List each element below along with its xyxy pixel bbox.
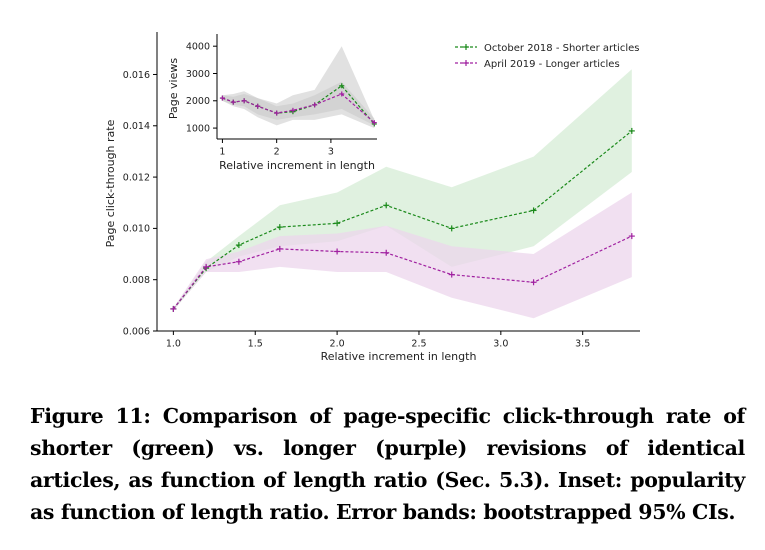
y-tick-label: 0.016 xyxy=(123,70,150,81)
y-tick-label: 0.006 xyxy=(123,326,150,337)
data-point xyxy=(235,242,242,249)
inset-x-tick-label: 1 xyxy=(219,147,225,158)
data-point xyxy=(383,202,390,209)
x-tick-label: 3.0 xyxy=(493,339,508,350)
y-tick-label: 0.008 xyxy=(123,275,150,286)
inset-data-point xyxy=(230,99,236,105)
ci-band-0 xyxy=(173,69,632,311)
inset-y-tick-label: 2000 xyxy=(186,96,210,107)
inset-y-tick-label: 1000 xyxy=(186,123,210,134)
x-tick-label: 1.5 xyxy=(248,339,263,350)
inset-x-tick-label: 3 xyxy=(328,147,334,158)
data-point xyxy=(170,305,177,312)
x-axis-label: Relative increment in length xyxy=(321,350,477,363)
inset-ci-band-1 xyxy=(222,81,375,126)
data-point xyxy=(276,224,283,231)
chart-area: 1.0 1.5 2.0 2.5 3.0 3.5 0.006 0.008 0.010 0.012 0.… xyxy=(104,32,640,363)
inset-x-axis-label: Relative increment in length xyxy=(219,159,375,172)
legend: October 2018 - Shorter articles April 201… xyxy=(455,43,639,70)
data-point xyxy=(530,207,537,214)
data-point xyxy=(530,279,537,286)
inset-data-point xyxy=(339,83,345,89)
inset-data-point xyxy=(241,98,247,104)
data-point xyxy=(235,258,242,265)
main-plot: 1.0 1.5 2.0 2.5 3.0 3.5 0.006 0.008 0.010 0.012 0.… xyxy=(104,32,640,363)
inset-data-point xyxy=(339,91,345,97)
data-point xyxy=(628,127,635,134)
inset-data-point xyxy=(219,95,225,101)
series-line-0 xyxy=(172,130,633,310)
x-tick-label: 3.5 xyxy=(575,339,590,350)
data-point xyxy=(276,245,283,252)
x-tick-label: 2.5 xyxy=(411,339,426,350)
inset-data-point xyxy=(255,103,261,109)
inset-y-tick-label: 3000 xyxy=(186,69,210,80)
data-point xyxy=(448,271,455,278)
data-point xyxy=(628,233,635,240)
y-tick-label: 0.014 xyxy=(123,121,150,132)
inset-x-tick-label: 2 xyxy=(274,147,280,158)
data-point xyxy=(203,263,210,270)
caption-label: Figure 11: xyxy=(30,404,151,428)
data-point xyxy=(334,220,341,227)
y-axis-label: Page click-through rate xyxy=(104,119,117,247)
x-tick-label: 2.0 xyxy=(330,339,345,350)
data-point xyxy=(383,249,390,256)
inset-plot: 1 2 3 1000 2000 3000 4000 Relative increment in… xyxy=(167,34,377,172)
data-point xyxy=(334,248,341,255)
x-tick-label: 1.0 xyxy=(166,339,181,350)
legend-label-0: October 2018 - Shorter articles xyxy=(484,43,639,54)
inset-y-axis-label: Page views xyxy=(167,58,180,119)
figure-caption: Figure 11: Comparison of page-specific c… xyxy=(30,400,745,528)
y-tick-label: 0.010 xyxy=(123,224,150,235)
inset-data-point xyxy=(371,120,377,126)
data-point xyxy=(448,225,455,232)
inset-data-point xyxy=(290,107,296,113)
inset-data-point xyxy=(274,110,280,116)
legend-label-1: April 2019 - Longer articles xyxy=(484,59,620,70)
caption-text: Comparison of page-specific click-throug… xyxy=(30,404,745,524)
ci-band-1 xyxy=(173,192,632,319)
inset-y-tick-label: 4000 xyxy=(186,42,210,53)
inset-data-point xyxy=(312,102,318,108)
y-tick-label: 0.012 xyxy=(123,172,150,183)
